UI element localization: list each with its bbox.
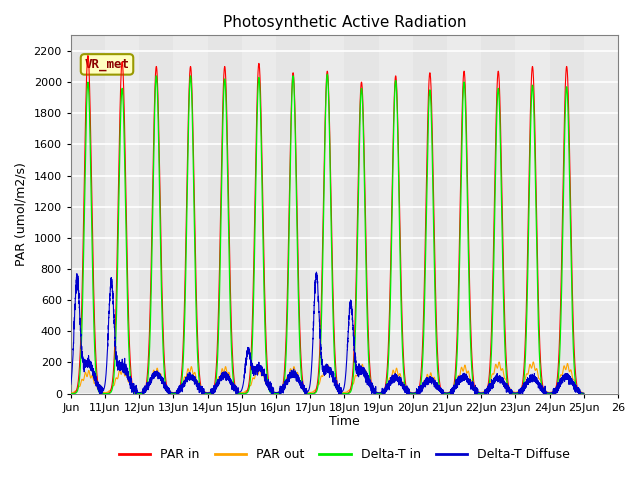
Bar (447, 36, 481, 394)
Bar (276, 36, 310, 394)
Text: VR_met: VR_met (84, 58, 129, 71)
Bar (379, 36, 413, 394)
Bar (481, 36, 515, 394)
Bar (207, 36, 242, 394)
Bar (550, 36, 584, 394)
Y-axis label: PAR (umol/m2/s): PAR (umol/m2/s) (15, 163, 28, 266)
Bar (173, 36, 207, 394)
Bar (584, 36, 618, 394)
Bar (344, 36, 379, 394)
Bar (413, 36, 447, 394)
X-axis label: Time: Time (329, 415, 360, 429)
Title: Photosynthetic Active Radiation: Photosynthetic Active Radiation (223, 15, 466, 30)
Legend: PAR in, PAR out, Delta-T in, Delta-T Diffuse: PAR in, PAR out, Delta-T in, Delta-T Dif… (114, 443, 575, 466)
Bar (515, 36, 550, 394)
Bar (310, 36, 344, 394)
Bar (105, 36, 140, 394)
Bar (71, 36, 105, 394)
Bar (242, 36, 276, 394)
Bar (140, 36, 173, 394)
